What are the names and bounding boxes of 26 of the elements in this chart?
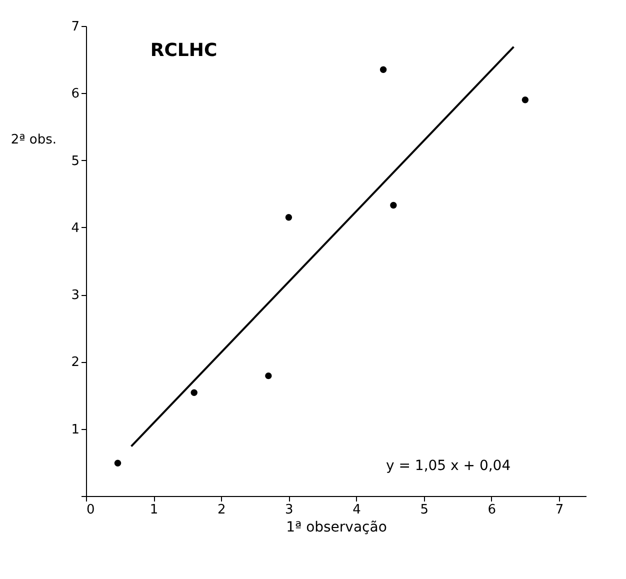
text: RCLHC: [150, 40, 218, 61]
x-axis-title: 1ª observação: [286, 520, 387, 536]
x-tick-label: 7: [555, 502, 564, 518]
x-tick-label: 3: [285, 502, 294, 518]
annotation: y = 1,05 x + 0,04: [386, 458, 511, 474]
x-tick-label: 1: [150, 502, 158, 518]
y-tick-label: 2: [71, 355, 80, 370]
x-tick-label: 0: [86, 502, 95, 518]
point: [390, 202, 397, 209]
x-tick-label: 6: [488, 502, 496, 518]
point: [285, 214, 292, 221]
point: [114, 460, 122, 466]
y-tick-label: 1: [71, 422, 80, 438]
point: [522, 96, 529, 104]
x-tick-label: 2: [217, 502, 226, 518]
y-axis-title: 2ª obs.: [10, 132, 56, 148]
point: [190, 389, 198, 396]
y-tick-label: 5: [71, 154, 80, 169]
point: [265, 372, 272, 380]
x-tick-label: 5: [420, 502, 428, 518]
y-tick-label: 7: [71, 20, 80, 34]
y-tick-label: 4: [71, 220, 80, 236]
point: [380, 66, 387, 73]
y-tick-label: 6: [71, 86, 80, 102]
x-tick-label: 4: [352, 502, 361, 518]
y-tick-label: 3: [71, 288, 80, 304]
